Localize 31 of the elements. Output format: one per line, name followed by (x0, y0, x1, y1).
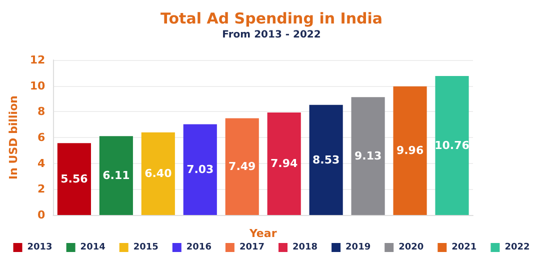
data-label: 6.11 (102, 169, 130, 182)
y-tick-label: 10 (30, 79, 46, 92)
legend-label: 2020 (398, 242, 424, 252)
legend-label: 2016 (186, 242, 212, 252)
y-axis-title: In USD billion (7, 96, 20, 180)
legend-label: 2022 (504, 242, 530, 252)
data-label: 7.03 (186, 163, 214, 176)
y-tick-label: 12 (30, 54, 46, 66)
data-label: 8.53 (312, 153, 340, 166)
data-label: 10.76 (434, 139, 470, 152)
y-tick-label: 2 (38, 182, 46, 196)
data-label: 9.96 (396, 144, 424, 158)
data-label: 7.94 (270, 157, 298, 170)
legend-label: 2021 (452, 242, 477, 252)
legend-label: 2017 (239, 242, 265, 252)
legend-label: 2015 (133, 242, 158, 252)
legend-label: 2018 (292, 242, 318, 252)
data-label: 9.13 (354, 150, 382, 163)
data-label: 5.56 (60, 172, 88, 186)
legend-label: 2014 (80, 242, 106, 252)
data-label: 6.40 (144, 167, 172, 180)
legend-label: 2019 (346, 242, 371, 252)
y-tick-label: 0 (38, 208, 46, 222)
chart-title: Total Ad Spending in India (160, 10, 382, 28)
data-label: 7.49 (228, 160, 256, 174)
y-tick-label: 6 (38, 131, 46, 144)
y-tick-label: 8 (38, 105, 46, 118)
legend-label: 2013 (27, 242, 52, 252)
chart-subtitle: From 2013 - 2022 (222, 30, 321, 40)
x-axis-title: Year (248, 226, 278, 240)
y-tick-label: 4 (38, 156, 46, 170)
